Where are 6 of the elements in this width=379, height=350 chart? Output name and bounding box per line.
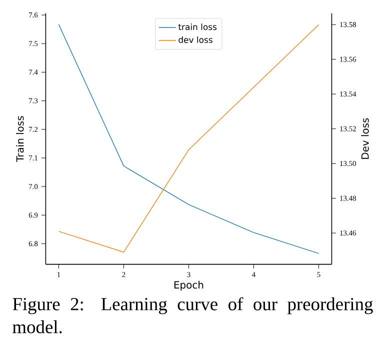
y2-axis-title: Dev loss	[361, 118, 369, 159]
x-axis-title: Epoch	[174, 280, 204, 291]
legend-label: train loss	[178, 24, 217, 30]
y-axis-title: Train loss	[16, 116, 24, 162]
legend-label: dev loss	[178, 36, 212, 43]
caption: Figure 2: Learning curve of our preordering model.	[12, 297, 373, 334]
